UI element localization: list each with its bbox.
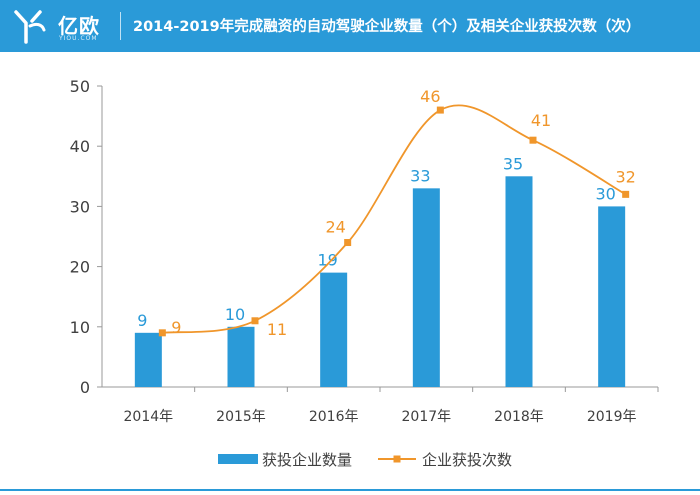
x-tick-label: 2019年 [587, 409, 637, 425]
line-data-label: 24 [325, 218, 345, 237]
y-tick-label: 40 [70, 137, 90, 156]
bottom-rule [0, 489, 700, 491]
bar-data-label: 19 [317, 251, 337, 270]
x-tick-label: 2017年 [402, 409, 452, 425]
bar [412, 188, 440, 387]
x-tick-label: 2014年 [124, 409, 174, 425]
chart-legend: 获投企业数量 企业获投次数 [218, 451, 512, 469]
legend-bar-swatch [218, 454, 258, 464]
y-tick-label: 30 [70, 197, 90, 216]
y-tick-label: 20 [70, 258, 90, 277]
yiou-logo-icon [14, 10, 46, 44]
logo-text: 亿欧 [58, 14, 100, 38]
header-bar: 亿欧 YIOU.COM 2014-2019年完成融资的自动驾驶企业数量（个）及相… [0, 0, 700, 52]
line-marker [158, 329, 166, 337]
legend-line-marker [393, 455, 401, 463]
bar [134, 332, 162, 387]
line-marker [529, 136, 537, 144]
x-tick-label: 2018年 [494, 409, 544, 425]
bar-data-label: 30 [595, 184, 615, 203]
combo-chart: 0 10 20 30 40 50 2014年 2015年 2016年 2017年 2018年 2019… [70, 77, 659, 425]
x-tick-label: 2015年 [216, 409, 266, 425]
x-tick-label: 2016年 [309, 409, 359, 425]
line-data-label: 32 [615, 167, 635, 186]
line-data-label: 41 [531, 111, 551, 130]
y-tick-label: 0 [80, 378, 90, 397]
line-data-label: 9 [171, 318, 181, 337]
line-marker [251, 317, 259, 325]
bar-data-label: 10 [225, 305, 245, 324]
legend-line-label: 企业获投次数 [422, 451, 512, 469]
bar [227, 326, 255, 387]
bar-data-label: 33 [410, 166, 430, 185]
legend-bar-label: 获投企业数量 [262, 451, 352, 469]
chart-title: 2014-2019年完成融资的自动驾驶企业数量（个）及相关企业获投次数（次） [133, 19, 641, 35]
line-marker [622, 190, 630, 198]
yiou-logo: 亿欧 YIOU.COM [10, 6, 120, 46]
y-tick-label: 10 [70, 318, 90, 337]
bar-data-label: 9 [137, 311, 147, 330]
line-data-label: 11 [267, 320, 287, 339]
bar [598, 206, 626, 387]
bar-data-label: 35 [503, 154, 523, 173]
line-data-label: 46 [420, 87, 440, 106]
y-tick-label: 50 [70, 77, 90, 96]
line-marker [436, 106, 444, 114]
header-divider [120, 12, 121, 40]
logo-subtext: YIOU.COM [59, 35, 98, 42]
series-line [162, 104, 627, 334]
bar [320, 272, 348, 387]
line-marker [344, 239, 352, 247]
bar [505, 176, 533, 387]
